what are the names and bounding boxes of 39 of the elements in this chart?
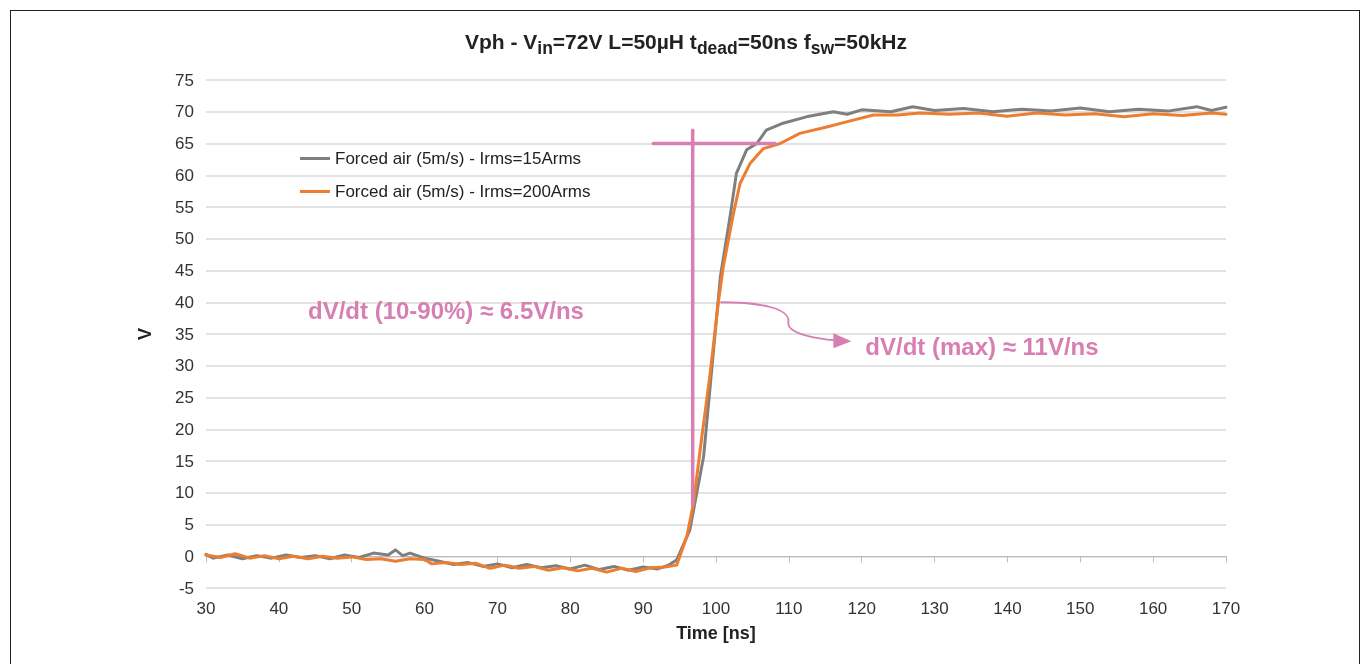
x-tick-label: 80	[560, 599, 580, 618]
x-tick-label: 70	[487, 599, 507, 618]
chart-title: Vph - V$_{in}$=72V L=50µH t$_{dead}$=50ns f$_{sw}$=50kHz	[463, 30, 909, 60]
annotation: dV/dt (max) ≈ 11V/ns	[865, 332, 1099, 360]
y-tick-label: 55	[175, 197, 194, 217]
y-tick-label: 20	[175, 419, 194, 439]
x-axis-title: Time [ns]	[676, 623, 756, 643]
y-tick-label: 15	[175, 451, 194, 471]
x-tick-label: 170	[1211, 599, 1241, 618]
x-tick-label: 30	[196, 599, 216, 618]
annotation: dV/dt (10-90%) ≈ 6.5V/ns	[308, 296, 584, 324]
y-tick-label: 35	[175, 324, 194, 344]
y-tick-label: 5	[184, 515, 194, 534]
x-tick-label: 160	[1138, 599, 1168, 618]
legend-label: Forced air (5m/s) - Irms=200Arms	[335, 182, 591, 201]
x-tick-label: 120	[847, 599, 876, 618]
y-tick-label: 75	[175, 70, 194, 90]
x-tick-label: 130	[920, 599, 949, 618]
x-tick-label: 60	[415, 599, 435, 618]
x-tick-label: 50	[342, 599, 362, 618]
y-tick-label: 50	[175, 229, 194, 249]
x-tick-label: 90	[633, 599, 653, 618]
y-tick-label: 30	[175, 356, 194, 376]
y-tick-label: 10	[175, 483, 194, 503]
y-tick-label: 0	[184, 546, 194, 566]
y-tick-label: 60	[175, 165, 194, 185]
legend-label: Forced air (5m/s) - Irms=15Arms	[335, 149, 582, 168]
x-tick-label: 140	[993, 599, 1022, 618]
x-tick-label: 150	[1066, 599, 1095, 618]
y-axis-title: V	[135, 327, 155, 341]
x-tick-label: 100	[701, 599, 731, 618]
y-tick-label: 40	[175, 292, 194, 312]
y-tick-label: 70	[175, 102, 194, 122]
y-tick-label: 45	[175, 261, 194, 280]
y-tick-label: 25	[175, 388, 194, 407]
x-tick-label: 110	[775, 599, 803, 618]
y-tick-label: 65	[175, 134, 194, 153]
y-tick-label: -5	[178, 578, 194, 598]
x-tick-label: 40	[269, 599, 289, 618]
